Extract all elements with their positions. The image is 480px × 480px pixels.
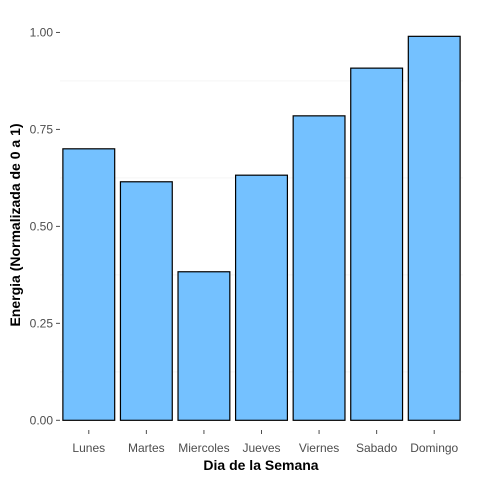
bar-lunes [62,148,116,421]
y-tick-label: 0.25 [30,316,54,330]
x-axis-ticks: Lunes Martes Miercoles Jueves Viernes Sabado D… [72,430,459,455]
bars [62,35,461,421]
x-tick-label: Sabado [356,441,398,455]
y-axis-ticks: 0.00 0.25 0.50 0.75 1.00 [30,25,60,427]
y-tick-label: 0.50 [30,219,54,233]
y-tick-label: 0.00 [30,413,54,427]
y-tick-label: 1.00 [30,25,54,39]
bar-domingo [407,35,461,421]
bar-martes [119,181,173,421]
x-tick-label: Martes [128,441,165,455]
bar-viernes [292,115,346,421]
bar-jueves [234,174,289,421]
x-tick-label: Lunes [72,441,105,455]
y-axis-title: Energia (Normalizada de 0 a 1) [7,123,23,326]
x-tick-label: Jueves [242,441,280,455]
x-axis-title: Dia de la Semana [203,457,318,473]
y-tick-label: 0.75 [30,122,54,136]
x-tick-label: Domingo [410,441,458,455]
x-tick-label: Viernes [299,441,339,455]
bar-sabado [350,67,404,421]
bar-miercoles [177,271,231,421]
x-tick-label: Miercoles [178,441,229,455]
